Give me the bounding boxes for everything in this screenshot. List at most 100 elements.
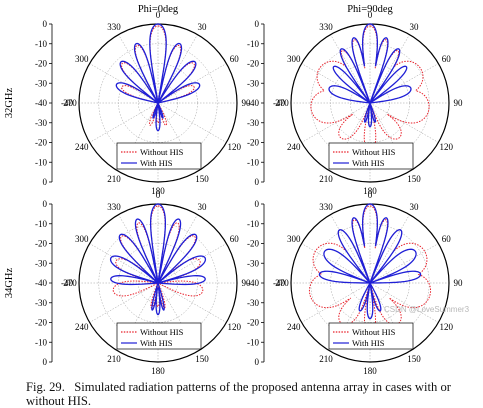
angle-tick-label: 210 <box>319 354 333 364</box>
angle-tick-label: 120 <box>227 322 241 332</box>
legend-entry-label: Without HIS <box>352 327 396 337</box>
grid-spoke <box>157 243 227 284</box>
grid-circle <box>138 83 178 123</box>
radial-tick-label: -10 <box>35 219 47 229</box>
angle-tick-label: 180 <box>151 366 165 376</box>
angle-tick-label: 120 <box>439 142 453 152</box>
angle-tick-label: 120 <box>439 322 453 332</box>
grid-spoke <box>369 282 439 323</box>
grid-spoke <box>301 102 371 143</box>
angle-tick-label: 150 <box>407 174 421 184</box>
radial-tick-label: 0 <box>255 177 260 187</box>
radial-tick-label: -30 <box>35 298 47 308</box>
grid-spoke <box>301 282 371 323</box>
grid-spoke <box>330 34 371 104</box>
radial-tick-label: 0 <box>255 19 260 29</box>
radial-tick-label: 0 <box>43 357 48 367</box>
angle-tick-label: 270 <box>63 278 77 288</box>
grid-spoke <box>89 102 159 143</box>
angle-tick-label: 210 <box>107 354 121 364</box>
angle-tick-label: 60 <box>230 234 240 244</box>
polar-panel-1: 0 30 60 90 120 150 180 210 240 270 300 330 0 0 -10 -10 -… <box>35 4 251 196</box>
radial-tick-label: -30 <box>247 298 259 308</box>
angle-tick-label: 330 <box>107 202 121 212</box>
radial-tick-label: -10 <box>35 39 47 49</box>
angle-tick-label: 270 <box>275 98 289 108</box>
angle-tick-label: 240 <box>75 322 89 332</box>
radial-tick-label: -30 <box>247 78 259 88</box>
radial-tick-label-center: -40 <box>61 278 73 288</box>
radial-tick-label: 0 <box>255 199 260 209</box>
radial-tick-label: -20 <box>35 138 47 148</box>
radial-tick-label: -20 <box>247 59 259 69</box>
angle-tick-label: 60 <box>442 54 452 64</box>
grid-circle <box>98 223 218 343</box>
legend-box <box>328 322 414 350</box>
angle-tick-label: 0 <box>368 10 373 20</box>
angle-tick-label: 270 <box>63 98 77 108</box>
radial-tick-label: -40 <box>35 278 47 288</box>
radial-tick-label: -10 <box>247 219 259 229</box>
radial-tick-label-center: -40 <box>273 98 285 108</box>
angle-tick-label: 180 <box>363 366 377 376</box>
grid-spoke <box>369 214 410 284</box>
angle-tick-label: 30 <box>410 22 420 32</box>
angle-tick-label: 0 <box>156 10 161 20</box>
legend-entry-label: With HIS <box>140 158 173 168</box>
legend-box <box>116 322 202 350</box>
polar-panel-4: 0 30 60 90 120 150 180 210 240 270 300 330 0 0 -10 -10 -… <box>247 190 463 376</box>
angle-tick-label: 150 <box>195 174 209 184</box>
grid-circle <box>98 43 218 163</box>
angle-tick-label: 180 <box>151 186 165 196</box>
angle-tick-label: 60 <box>230 54 240 64</box>
grid-spoke <box>89 282 159 323</box>
radial-tick-label: -30 <box>35 258 47 268</box>
radial-tick-label: -30 <box>35 118 47 128</box>
angle-tick-label: 300 <box>75 54 89 64</box>
angle-tick-label: 150 <box>195 354 209 364</box>
angle-tick-label: 150 <box>407 354 421 364</box>
legend-entry-label: With HIS <box>352 338 385 348</box>
radial-tick-label: 0 <box>43 19 48 29</box>
grid-spoke <box>369 34 410 104</box>
watermark-text: CSDN @LoveSummer3 <box>384 305 470 314</box>
angle-tick-label: 240 <box>287 322 301 332</box>
caption-label: Fig. 29. <box>26 380 65 394</box>
grid-spoke <box>330 214 371 284</box>
grid-circle <box>138 263 178 303</box>
grid-spoke <box>118 282 159 352</box>
angle-tick-label: 30 <box>198 202 208 212</box>
grid-spoke <box>369 102 439 143</box>
angle-tick-label: 90 <box>242 278 252 288</box>
angle-tick-label: 0 <box>156 190 161 200</box>
column-title: Phi=90deg <box>347 4 393 15</box>
angle-tick-label: 0 <box>368 190 373 200</box>
radial-tick-label: -40 <box>247 98 259 108</box>
angle-tick-label: 120 <box>227 142 241 152</box>
series-with-his-line <box>109 203 207 316</box>
polar-figure: 030609012015018021024027030033000-10-10-… <box>4 4 463 376</box>
row-label-32ghz: 32GHz <box>4 87 15 118</box>
angle-tick-label: 300 <box>287 54 301 64</box>
legend-entry-label: Without HIS <box>352 147 396 157</box>
caption-text: Simulated radiation patterns of the prop… <box>26 380 451 408</box>
radial-tick-label: -20 <box>247 318 259 328</box>
series-with-his-line <box>115 23 201 132</box>
legend-entry-label: With HIS <box>352 158 385 168</box>
angle-tick-label: 210 <box>319 174 333 184</box>
radial-tick-label: -20 <box>247 239 259 249</box>
legend-box <box>116 142 202 170</box>
grid-spoke <box>89 243 159 284</box>
angle-tick-label: 330 <box>319 202 333 212</box>
angle-tick-label: 240 <box>287 142 301 152</box>
polar-panel-3: 0 30 60 90 120 150 180 210 240 270 300 330 0 0 -10 -10 -… <box>35 190 251 376</box>
row-label-34ghz: 34GHz <box>4 267 15 298</box>
radial-tick-label: -30 <box>247 258 259 268</box>
series-without-his-line <box>121 25 195 126</box>
angle-tick-label: 330 <box>319 22 333 32</box>
radial-tick-label: -40 <box>247 278 259 288</box>
radial-tick-label: -30 <box>247 118 259 128</box>
radial-tick-label: 0 <box>43 199 48 209</box>
radial-tick-label: -20 <box>247 138 259 148</box>
